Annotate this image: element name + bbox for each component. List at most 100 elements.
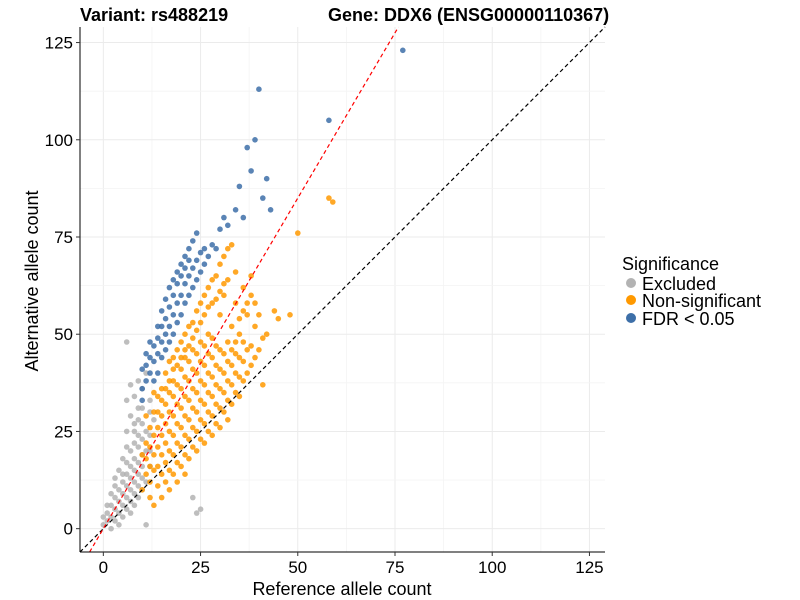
point-non-significant [174, 440, 180, 446]
point-non-significant [170, 413, 177, 419]
point-excluded [100, 514, 107, 520]
point-non-significant [155, 393, 161, 400]
x-tick-label: 50 [288, 558, 307, 577]
point-non-significant [201, 382, 208, 388]
point-fdr-0-05 [158, 354, 165, 361]
point-non-significant [158, 452, 165, 458]
point-non-significant [295, 230, 301, 236]
point-non-significant [170, 378, 177, 384]
point-fdr-0-05 [252, 137, 258, 143]
point-fdr-0-05 [182, 300, 188, 306]
point-non-significant [252, 323, 258, 330]
point-non-significant [162, 479, 169, 485]
point-fdr-0-05 [139, 385, 145, 392]
point-fdr-0-05 [186, 245, 192, 252]
point-fdr-0-05 [155, 350, 161, 357]
point-non-significant [197, 417, 204, 423]
point-non-significant [228, 242, 235, 248]
point-non-significant [186, 358, 192, 365]
point-non-significant [162, 385, 169, 392]
point-non-significant [221, 350, 227, 357]
x-axis-ticks: 0 25 50 75 100 125 [99, 552, 604, 577]
point-excluded [147, 397, 153, 404]
point-fdr-0-05 [170, 331, 177, 338]
point-excluded [151, 417, 157, 423]
point-non-significant [158, 385, 165, 392]
point-fdr-0-05 [213, 245, 219, 252]
point-non-significant [197, 436, 204, 443]
point-non-significant [178, 463, 184, 470]
point-non-significant [217, 366, 223, 373]
point-non-significant [170, 452, 177, 458]
point-fdr-0-05 [147, 339, 153, 345]
point-excluded [131, 502, 138, 509]
point-fdr-0-05 [201, 245, 208, 252]
point-non-significant [260, 335, 266, 341]
point-non-significant [182, 347, 188, 353]
point-excluded [131, 428, 138, 435]
point-excluded [135, 378, 142, 384]
point-fdr-0-05 [197, 269, 204, 275]
point-fdr-0-05 [244, 144, 250, 151]
point-fdr-0-05 [170, 312, 177, 318]
point-non-significant [170, 354, 177, 361]
point-non-significant [155, 444, 161, 450]
point-excluded [120, 471, 126, 478]
point-fdr-0-05 [158, 339, 165, 345]
point-non-significant [182, 432, 188, 439]
point-non-significant [178, 424, 184, 431]
point-excluded [108, 525, 114, 532]
point-fdr-0-05 [186, 273, 192, 279]
point-non-significant [217, 288, 223, 295]
point-non-significant [193, 389, 200, 396]
point-non-significant [186, 436, 192, 443]
point-excluded [108, 490, 114, 497]
point-excluded [116, 522, 122, 528]
point-non-significant [143, 471, 149, 478]
point-non-significant [232, 389, 239, 396]
point-non-significant [205, 370, 212, 376]
point-non-significant [240, 358, 247, 365]
point-fdr-0-05 [162, 331, 169, 338]
y-axis-label: Alternative allele count [22, 190, 42, 371]
point-fdr-0-05 [143, 350, 149, 357]
point-non-significant [260, 382, 266, 388]
point-fdr-0-05 [174, 319, 180, 326]
point-non-significant [170, 393, 177, 400]
point-excluded [147, 432, 153, 439]
point-non-significant [155, 409, 161, 415]
point-non-significant [330, 199, 336, 205]
y-tick-label: 0 [64, 520, 73, 539]
point-non-significant [228, 323, 235, 330]
point-fdr-0-05 [182, 265, 188, 271]
point-non-significant [151, 389, 157, 396]
point-excluded [131, 420, 138, 427]
legend-label-non-significant: Non-significant [642, 291, 761, 311]
point-non-significant [205, 428, 212, 435]
point-non-significant [193, 409, 200, 415]
point-fdr-0-05 [174, 300, 180, 306]
point-fdr-0-05 [178, 312, 184, 318]
point-non-significant [193, 350, 200, 357]
point-fdr-0-05 [143, 362, 149, 369]
point-fdr-0-05 [260, 195, 266, 201]
point-non-significant [166, 448, 173, 454]
point-non-significant [174, 479, 180, 485]
point-excluded [131, 479, 138, 485]
point-non-significant [197, 300, 204, 306]
point-fdr-0-05 [182, 280, 188, 287]
point-excluded [131, 455, 138, 462]
point-excluded [123, 459, 130, 466]
point-non-significant [178, 366, 184, 373]
point-non-significant [213, 362, 219, 369]
axes [79, 27, 605, 553]
point-non-significant [147, 494, 153, 501]
point-non-significant [166, 358, 173, 365]
point-non-significant [162, 401, 169, 408]
point-fdr-0-05 [166, 323, 173, 330]
point-excluded [123, 483, 130, 489]
point-non-significant [186, 397, 192, 404]
point-fdr-0-05 [256, 86, 262, 92]
point-non-significant [190, 366, 196, 373]
point-fdr-0-05 [221, 214, 227, 221]
